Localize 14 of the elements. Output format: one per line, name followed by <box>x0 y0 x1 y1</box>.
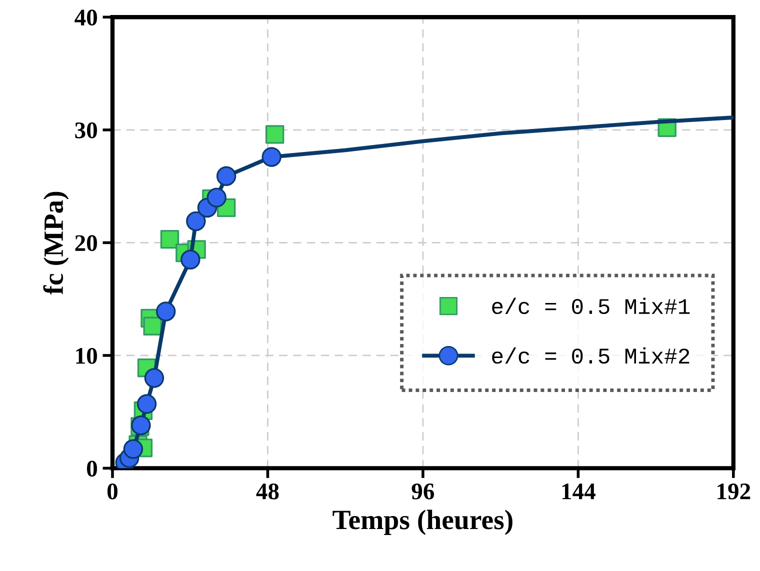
y-tick-label: 0 <box>86 460 97 477</box>
y-axis-title: fc (MPa) <box>43 192 69 295</box>
x-tick-label: 0 <box>107 483 118 500</box>
x-axis-title: Temps (heures) <box>332 510 512 535</box>
x-tick-label: 144 <box>562 484 596 500</box>
y-tick-label: 30 <box>75 122 97 138</box>
y-tick-label: 20 <box>75 235 97 252</box>
y-tick-label: 40 <box>74 10 97 26</box>
legend-label: e/c = 0.5 Mix#1 <box>492 298 690 314</box>
y-tick-label: 10 <box>76 348 97 364</box>
x-tick-label: 96 <box>412 484 434 500</box>
x-tick-label: 192 <box>718 484 750 500</box>
legend-label: e/c = 0.5 Mix#2 <box>492 347 690 364</box>
x-tick-label: 48 <box>256 483 279 500</box>
